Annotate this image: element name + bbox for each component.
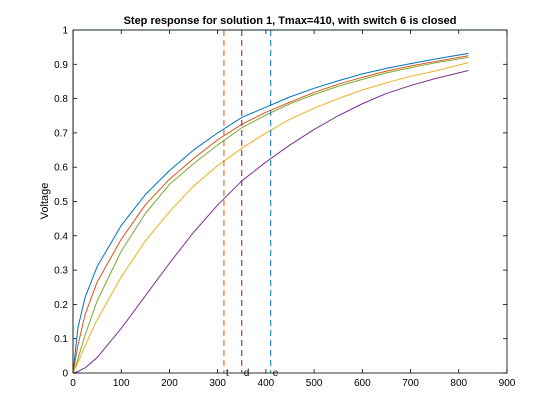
- x-tick-label-9: 900: [499, 378, 516, 389]
- x-tick-label-8: 800: [450, 378, 467, 389]
- series-line-3: [72, 56, 469, 374]
- vline-label-e: e: [273, 368, 279, 379]
- y-tick-label-6: 0.6: [54, 163, 68, 174]
- x-tick-label-7: 700: [402, 378, 419, 389]
- y-tick-label-4: 0.4: [54, 231, 68, 242]
- chart-title: Step response for solution 1, Tmax=410, …: [124, 15, 457, 27]
- axes-frame: [72, 29, 508, 374]
- x-tick-label-2: 200: [161, 378, 178, 389]
- y-tick-label-8: 0.8: [54, 94, 68, 105]
- y-tick-label-10: 1: [62, 26, 68, 37]
- y-tick-label-7: 0.7: [54, 128, 68, 139]
- series-line-4: [72, 62, 469, 374]
- y-tick-label-3: 0.3: [54, 266, 68, 277]
- y-axis-label: Voltage: [39, 183, 51, 220]
- vline-label-d: d: [244, 368, 250, 379]
- vline-label-t: t: [226, 368, 229, 379]
- x-tick-label-5: 500: [306, 378, 323, 389]
- x-tick-label-0: 0: [70, 378, 76, 389]
- x-tick-label-4: 400: [258, 378, 275, 389]
- axes-box: [72, 29, 508, 374]
- y-tick-label-1: 0.1: [54, 334, 68, 345]
- x-tick-label-6: 600: [354, 378, 371, 389]
- plot-area: [73, 30, 507, 373]
- series-line-1: [72, 52, 469, 374]
- x-tick-label-3: 300: [209, 378, 226, 389]
- plot-background: [73, 30, 507, 373]
- y-tick-label-0: 0: [62, 369, 68, 380]
- y-tick-label-2: 0.2: [54, 300, 68, 311]
- x-tick-label-1: 100: [113, 378, 130, 389]
- y-tick-label-5: 0.5: [54, 197, 68, 208]
- y-tick-label-9: 0.9: [54, 60, 68, 71]
